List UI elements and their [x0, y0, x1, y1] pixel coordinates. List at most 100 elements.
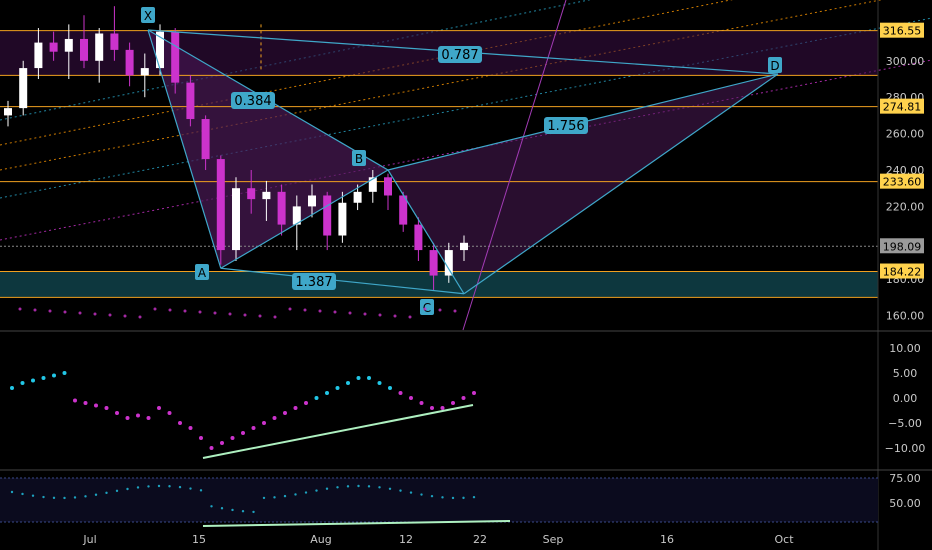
price-label-text: 274.81: [883, 101, 922, 114]
rsi-dot: [220, 507, 224, 510]
rsi-dot: [231, 508, 234, 512]
ratio-label-text: 0.384: [234, 94, 271, 109]
rsi-dot: [189, 487, 192, 490]
trend-line: [462, 0, 567, 331]
candle-body: [140, 68, 149, 76]
oscillator-dot: [461, 396, 466, 400]
oscillator-dot: [83, 401, 88, 405]
oscillator-dot: [262, 421, 266, 425]
candle-body: [110, 33, 119, 50]
candle-body: [323, 195, 332, 236]
rsi-dot: [441, 496, 444, 499]
oscillator-divergence-line: [202, 404, 474, 459]
oscillator-dot: [188, 426, 193, 430]
time-tick-label: 16: [660, 533, 674, 546]
pivot-label-text: A: [198, 266, 207, 280]
price-label: 233.60: [880, 173, 924, 189]
rsi-dot: [304, 491, 308, 494]
oscillator-dot: [230, 436, 235, 440]
overlay-dot: [303, 308, 307, 312]
price-label: 274.81: [880, 98, 924, 114]
oscillator-dot: [283, 411, 287, 415]
candle-body: [19, 68, 28, 109]
rsi-axis[interactable]: 75.00 50.00: [889, 472, 921, 510]
candle-body: [247, 188, 256, 200]
pivot-label: C: [420, 299, 434, 315]
oscillator-tick-label: 10.00: [889, 342, 921, 355]
rsi-band: [0, 478, 878, 522]
overlay-dot: [48, 309, 52, 313]
oscillator-dot: [209, 446, 214, 450]
candle-body: [262, 191, 271, 200]
rsi-dot: [73, 496, 77, 499]
candle-body: [444, 250, 453, 276]
time-axis[interactable]: Jul 15 Aug 12 22 Sep 16 Oct: [82, 533, 794, 546]
oscillator-dot: [104, 406, 109, 410]
overlay-dot: [288, 307, 292, 311]
rsi-dot: [315, 489, 318, 492]
oscillator-dot: [157, 406, 161, 410]
oscillator-dot: [367, 376, 371, 380]
ratio-label-bg: [231, 92, 275, 109]
overlay-dot: [393, 314, 397, 318]
oscillator-dot: [220, 441, 224, 445]
overlay-dot: [108, 313, 112, 317]
pivot-label-bg: [195, 264, 209, 280]
rsi-dot: [31, 494, 35, 497]
time-tick-label: Aug: [310, 533, 331, 546]
pattern-line: [220, 169, 389, 269]
rsi-dot: [105, 491, 108, 495]
rsi-dot: [273, 496, 276, 499]
time-tick-label: Sep: [543, 533, 564, 546]
rsi-dot: [357, 484, 360, 488]
rsi-dot: [399, 489, 402, 492]
price-label: 184.22: [880, 263, 924, 279]
pivot-label: X: [141, 7, 155, 23]
overlay-dot: [228, 312, 232, 316]
candle-body: [95, 33, 104, 61]
price-label-bg: [880, 173, 924, 189]
candle-body: [429, 250, 438, 276]
price-label-bg: [880, 263, 924, 279]
oscillator-dot: [388, 386, 392, 390]
fib-line: [0, 59, 932, 241]
pivot-labels: X A B C D: [141, 7, 782, 315]
time-tick-label: Oct: [774, 533, 794, 546]
price-label-text: 316.55: [883, 25, 922, 38]
candle-body: [399, 195, 408, 225]
oscillator-dot: [52, 373, 56, 378]
rsi-dot: [388, 487, 392, 490]
price-label: 198.09: [880, 238, 924, 254]
candle-body: [80, 38, 88, 61]
overlay-dot: [63, 310, 67, 314]
pivot-label-bg: [141, 7, 155, 23]
rsi-dot: [42, 495, 45, 499]
candle-body: [292, 206, 301, 225]
oscillator-dot: [167, 411, 172, 415]
rsi-dot: [63, 496, 66, 500]
rsi-dot: [10, 490, 14, 494]
oscillator-dot: [325, 391, 329, 395]
candle-body: [125, 49, 134, 76]
ratio-label: 0.787: [438, 46, 482, 63]
rsi-dot: [336, 486, 339, 489]
price-axis[interactable]: 160.00180.00200.00220.00240.00260.00280.…: [877, 0, 924, 550]
oscillator-dot: [440, 406, 445, 410]
oscillator-tick-label: 5.00: [893, 367, 918, 380]
rsi-dot: [420, 493, 423, 496]
pivot-label-bg: [420, 299, 434, 315]
price-overlay-dots: [18, 307, 457, 319]
price-label-bg: [880, 22, 924, 38]
candle-body: [216, 159, 225, 251]
rsi-dot: [409, 491, 413, 494]
ratio-labels: 0.384 0.787 1.756 1.387: [231, 46, 588, 290]
oscillator-dot: [146, 416, 151, 420]
support-zone: [0, 271, 878, 298]
ratio-label-text: 1.756: [547, 119, 584, 134]
rsi-dot: [367, 485, 371, 488]
price-label-bg: [880, 238, 924, 254]
overlay-dot: [183, 309, 187, 313]
rsi-dot: [94, 493, 98, 496]
oscillator-axis[interactable]: 10.00 5.00 0.00 −5.00 −10.00: [885, 342, 926, 455]
